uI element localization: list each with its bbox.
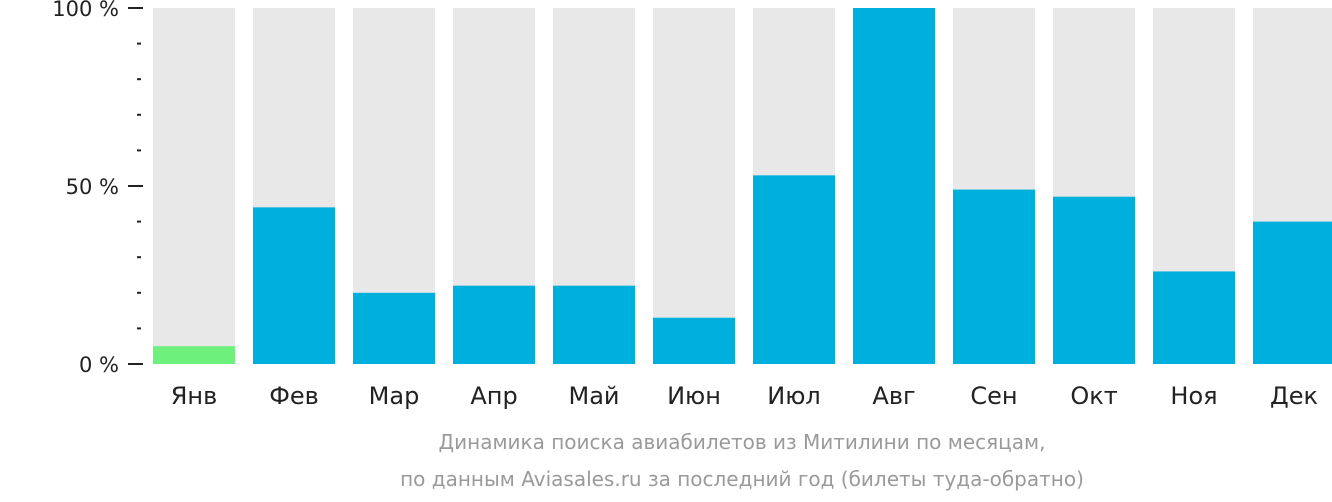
caption-line-1: Динамика поиска авиабилетов из Митилини … xyxy=(439,430,1046,454)
bar xyxy=(653,317,735,364)
x-tick-label: Янв xyxy=(171,382,218,410)
caption-line-2: по данным Aviasales.ru за последний год … xyxy=(400,467,1084,491)
bar xyxy=(1053,196,1135,364)
bars xyxy=(153,8,1332,364)
x-tick-label: Дек xyxy=(1270,382,1318,410)
bar xyxy=(253,207,335,364)
bar xyxy=(553,285,635,364)
x-tick-label: Ноя xyxy=(1170,382,1217,410)
x-tick-label: Сен xyxy=(970,382,1017,410)
bar xyxy=(1153,271,1235,364)
bar xyxy=(353,292,435,364)
bar xyxy=(153,346,235,364)
x-tick-label: Апр xyxy=(470,382,517,410)
bar-background xyxy=(653,8,735,364)
x-tick-label: Июн xyxy=(667,382,721,410)
x-tick-label: Окт xyxy=(1070,382,1117,410)
y-axis: 0 % 50 % 100 % xyxy=(52,0,143,377)
bar xyxy=(753,175,835,364)
x-tick-label: Май xyxy=(568,382,619,410)
bar xyxy=(1253,221,1332,364)
x-axis-labels: Янв Фев Мар Апр Май Июн Июл Авг Сен Окт Ноя Дек xyxy=(171,382,1318,410)
bar xyxy=(953,189,1035,364)
x-tick-label: Авг xyxy=(872,382,915,410)
bar-background xyxy=(153,8,235,364)
x-tick-label: Мар xyxy=(369,382,420,410)
bar xyxy=(453,285,535,364)
x-tick-label: Июл xyxy=(767,382,821,410)
y-tick-label: 50 % xyxy=(66,175,119,199)
y-tick-label: 0 % xyxy=(79,353,119,377)
bar xyxy=(853,8,935,364)
x-tick-label: Фев xyxy=(269,382,319,410)
y-tick-label: 100 % xyxy=(52,0,119,21)
